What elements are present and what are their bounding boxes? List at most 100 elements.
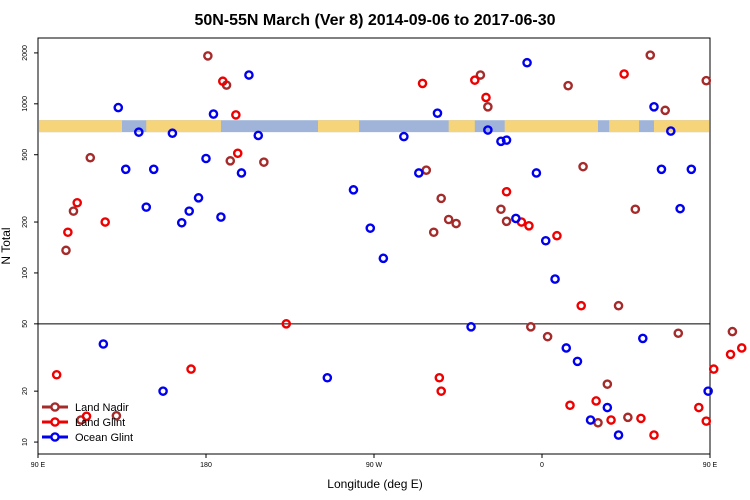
point-land-nadir — [613, 300, 624, 311]
point-land-glint — [501, 186, 512, 197]
point-land-glint — [649, 430, 659, 440]
point-ocean-glint — [98, 339, 109, 349]
legend-label-land-glint: Land Glint — [75, 417, 125, 429]
point-ocean-glint — [253, 130, 264, 141]
point-land-glint — [524, 220, 534, 231]
x-tick-label: 180 — [200, 462, 212, 469]
y-tick-label: 1000 — [22, 96, 29, 112]
y-tick-label: 100 — [22, 267, 29, 279]
point-ocean-glint — [522, 57, 532, 68]
point-land-glint — [701, 416, 712, 426]
point-ocean-glint — [322, 372, 333, 383]
point-land-glint — [606, 415, 616, 425]
point-land-nadir — [623, 412, 633, 423]
point-ocean-glint — [511, 213, 521, 224]
y-tick-label: 50 — [22, 320, 29, 328]
legend-label-land-nadir: Land Nadir — [75, 402, 129, 414]
plot-frame — [37, 37, 711, 455]
point-land-nadir — [496, 204, 506, 215]
point-ocean-glint — [184, 206, 194, 216]
chart-title: 50N-55N March (Ver 8) 2014-09-06 to 2017… — [194, 12, 555, 29]
point-land-glint — [708, 364, 719, 374]
point-ocean-glint — [133, 127, 144, 137]
y-tick-label: 10 — [22, 438, 29, 446]
point-ocean-glint — [378, 253, 389, 264]
point-land-nadir — [578, 161, 588, 172]
y-axis: 10 20 50 100 200 500 1000 2000 — [22, 45, 38, 446]
point-ocean-glint — [120, 164, 131, 175]
point-land-nadir — [421, 165, 432, 176]
point-land-nadir — [428, 227, 439, 238]
point-ocean-glint — [656, 164, 667, 175]
point-land-glint — [231, 110, 241, 120]
point-ocean-glint — [613, 430, 624, 440]
point-land-glint — [481, 92, 491, 103]
point-ocean-glint — [141, 202, 152, 212]
point-ocean-glint — [602, 402, 613, 413]
land-band — [448, 120, 475, 133]
point-land-glint — [736, 343, 747, 353]
legend-marker-land-glint — [50, 417, 60, 427]
point-ocean-glint — [550, 274, 560, 284]
point-land-nadir — [68, 206, 79, 216]
land-band — [504, 120, 598, 133]
point-land-glint — [619, 69, 629, 79]
x-tick-label: 90 E — [31, 462, 46, 469]
point-land-glint — [81, 411, 92, 422]
x-axis: 90 E 180 90 W 0 90 E — [31, 454, 718, 469]
point-ocean-glint — [666, 126, 676, 136]
legend-marker-ocean-glint — [50, 432, 60, 442]
point-land-nadir — [563, 80, 573, 91]
point-land-glint — [436, 386, 447, 396]
y-tick-label: 500 — [22, 149, 29, 161]
point-land-nadir — [61, 245, 71, 256]
legend-marker-land-nadir — [50, 402, 60, 412]
point-land-nadir — [630, 204, 641, 215]
legend-label-ocean-glint: Ocean Glint — [75, 432, 133, 444]
point-ocean-glint — [193, 193, 204, 203]
point-ocean-glint — [432, 108, 443, 119]
land-band — [318, 120, 360, 133]
y-tick-label: 200 — [22, 216, 29, 228]
point-ocean-glint — [176, 217, 187, 228]
point-land-glint — [217, 76, 228, 87]
point-ocean-glint — [413, 168, 424, 178]
point-land-glint — [63, 227, 73, 238]
point-ocean-glint — [216, 212, 226, 222]
point-land-nadir — [475, 70, 486, 80]
point-ocean-glint — [531, 168, 542, 178]
point-land-nadir — [436, 193, 447, 204]
point-land-nadir — [727, 326, 738, 337]
land-band — [609, 120, 640, 133]
point-ocean-glint — [686, 164, 697, 175]
point-land-glint — [565, 400, 575, 411]
point-land-glint — [576, 300, 587, 311]
point-land-glint — [434, 372, 445, 383]
x-axis-label: Longitude (deg E) — [327, 477, 422, 491]
point-land-glint — [100, 217, 110, 227]
point-ocean-glint — [148, 164, 159, 175]
point-land-nadir — [602, 379, 613, 389]
y-tick-label: 20 — [22, 387, 29, 395]
x-tick-label: 90 E — [703, 462, 718, 469]
point-land-glint — [51, 369, 62, 380]
point-land-nadir — [526, 322, 536, 332]
point-ocean-glint — [399, 131, 409, 142]
point-land-nadir — [660, 105, 671, 116]
point-ocean-glint — [496, 136, 506, 147]
point-land-nadir — [501, 216, 512, 227]
y-tick-label: 2000 — [22, 45, 29, 61]
point-ocean-glint — [348, 185, 359, 195]
land-band — [39, 120, 122, 133]
land-band — [146, 120, 221, 133]
land-band — [654, 120, 709, 133]
point-land-nadir — [593, 417, 603, 428]
point-land-nadir — [225, 156, 236, 166]
point-ocean-glint — [675, 203, 685, 214]
point-ocean-glint — [244, 70, 254, 80]
point-land-nadir — [542, 331, 553, 342]
point-land-nadir — [701, 75, 712, 86]
point-ocean-glint — [167, 128, 178, 139]
data-points — [51, 50, 747, 440]
